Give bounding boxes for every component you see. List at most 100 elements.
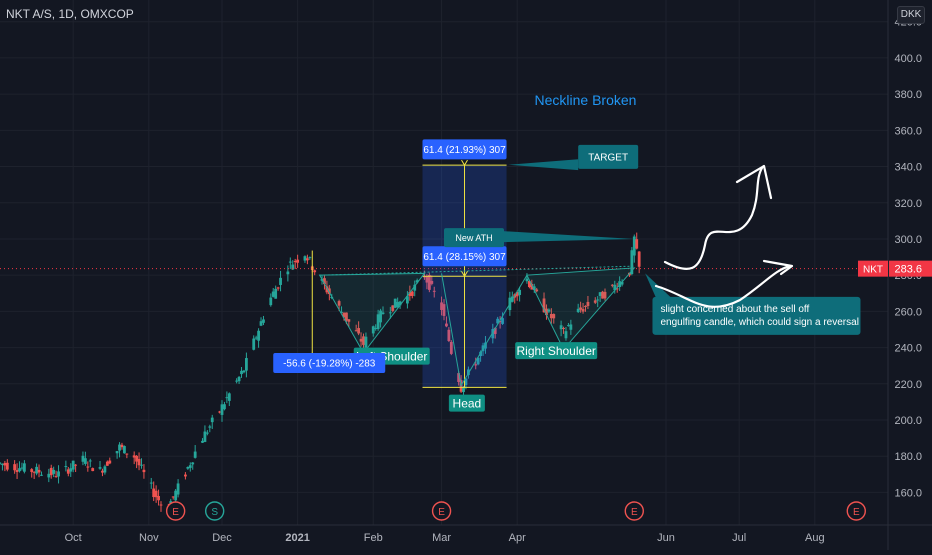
candle: [474, 357, 478, 370]
candle-body: [410, 291, 414, 296]
candle: [105, 460, 109, 466]
candle: [445, 316, 448, 328]
candle-body: [342, 312, 346, 318]
candle-body: [584, 305, 587, 307]
candle-body: [293, 261, 297, 263]
candle-body: [586, 301, 590, 306]
note-bg: [652, 296, 861, 335]
target-height-label-bg: [422, 139, 507, 160]
candle-body: [88, 460, 92, 462]
candle-body: [203, 431, 207, 442]
decline-measure-label: -56.6 (-19.28%) -283: [283, 359, 376, 370]
candle-body: [396, 301, 400, 308]
candle-body: [210, 417, 214, 423]
last-price-tag: [889, 260, 932, 277]
candle-body: [288, 261, 292, 263]
candle-body: [271, 291, 275, 297]
event-marker-label: E: [631, 507, 638, 518]
candle-body: [413, 284, 417, 291]
candle: [254, 335, 258, 341]
candle: [598, 291, 602, 302]
candle-body: [103, 466, 107, 473]
candle: [391, 305, 395, 313]
candle: [323, 275, 326, 290]
candle-body: [15, 470, 19, 472]
y-tick-label: 200.0: [894, 415, 922, 427]
candle: [30, 468, 34, 478]
candle: [303, 255, 307, 263]
candle: [86, 461, 90, 472]
candle: [379, 308, 382, 328]
event-marker[interactable]: E: [431, 501, 452, 521]
candle-body: [374, 328, 378, 330]
candle-body: [174, 490, 178, 501]
right-shoulder-outline: [526, 267, 636, 351]
candle: [476, 357, 480, 366]
candle-body: [632, 236, 636, 256]
candle: [101, 468, 104, 477]
y-tick-label: 160.0: [894, 487, 922, 499]
candle-body: [237, 376, 241, 382]
candle: [613, 280, 617, 294]
candle-body: [3, 462, 7, 466]
target-callout-pointer: [508, 159, 579, 171]
candle-body: [398, 301, 402, 306]
event-marker-label: E: [172, 507, 179, 518]
candle: [259, 317, 263, 327]
candle: [201, 438, 204, 443]
candle: [32, 471, 36, 480]
event-marker-circle: [431, 501, 452, 521]
candle: [579, 301, 583, 313]
event-marker[interactable]: S: [204, 501, 225, 521]
candle: [637, 251, 641, 274]
candle: [279, 270, 282, 292]
candle-body: [425, 276, 429, 283]
event-marker[interactable]: E: [165, 501, 186, 521]
candle: [5, 459, 9, 472]
candle-body: [54, 476, 58, 478]
event-marker-circle: [846, 501, 866, 521]
candle: [562, 326, 565, 334]
candle: [340, 306, 343, 313]
event-marker-circle: [624, 501, 644, 521]
candle-body: [125, 453, 129, 455]
x-tick-label: 2021: [285, 532, 309, 544]
candle-body: [496, 318, 500, 324]
candle-body: [493, 327, 497, 334]
candle-body: [462, 386, 465, 393]
ath-callout-bg: [444, 228, 504, 248]
event-marker[interactable]: E: [846, 501, 866, 521]
candle-body: [176, 483, 180, 495]
candle-body: [313, 270, 317, 273]
candle-body: [135, 455, 139, 462]
right-shoulder-label-bg: [515, 342, 598, 360]
left-shoulder-outline: [318, 272, 426, 354]
candle: [159, 501, 163, 512]
candle-body: [379, 310, 382, 323]
candle: [501, 312, 504, 325]
candle-body: [184, 474, 187, 477]
event-marker-label: E: [853, 507, 860, 518]
candle: [3, 460, 7, 472]
candle-body: [371, 326, 375, 334]
candle-body: [171, 496, 175, 498]
candle: [237, 376, 241, 385]
candle-body: [186, 467, 190, 469]
y-tick-label: 380.0: [894, 89, 922, 101]
currency-badge[interactable]: DKK: [897, 6, 925, 24]
candle-body: [449, 341, 453, 354]
candle-body: [603, 291, 607, 299]
candle: [440, 296, 443, 316]
note-line: slight concerned about the sell off: [660, 304, 809, 315]
x-tick-label: Feb: [364, 532, 383, 544]
candle-body: [291, 264, 295, 270]
ath-callout-pointer: [483, 229, 635, 243]
candle-body: [115, 451, 119, 454]
candle-body: [354, 330, 358, 332]
event-marker[interactable]: E: [624, 501, 644, 521]
candle-body: [86, 466, 90, 468]
y-tick-label: 400.0: [894, 53, 922, 65]
candle-body: [5, 462, 9, 470]
